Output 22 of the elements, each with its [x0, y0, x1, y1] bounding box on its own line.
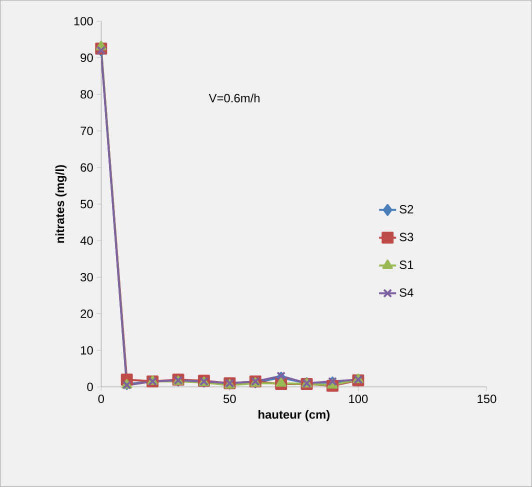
y-tick-label: 50 — [80, 200, 93, 208]
y-tick-label: 30 — [80, 273, 93, 282]
y-tick-label: 10 — [80, 346, 93, 355]
x-axis-title: hauteur (cm) — [258, 410, 330, 422]
annotation: V=0.6m/h — [208, 94, 260, 102]
legend-label: S4 — [400, 288, 414, 297]
legend-label: S3 — [400, 232, 414, 242]
x-tick-label: 0 — [98, 394, 104, 404]
y-tick-label: 70 — [80, 126, 93, 136]
y-axis-title: nitrates (mg/l) — [55, 165, 67, 243]
y-tick-label: 60 — [80, 163, 93, 172]
y-tick-label: 80 — [80, 90, 93, 99]
legend-label: S2 — [400, 205, 414, 214]
x-tick-label: 50 — [224, 394, 236, 404]
y-tick-label: 90 — [80, 54, 93, 62]
y-tick-label: 20 — [80, 310, 93, 318]
x-tick-label: 150 — [478, 394, 496, 404]
y-tick-label: 0 — [87, 382, 93, 392]
y-tick-label: 40 — [80, 236, 93, 245]
legend-label: S1 — [400, 260, 414, 270]
x-tick-label: 100 — [349, 394, 368, 404]
y-tick-label: 100 — [74, 16, 93, 26]
